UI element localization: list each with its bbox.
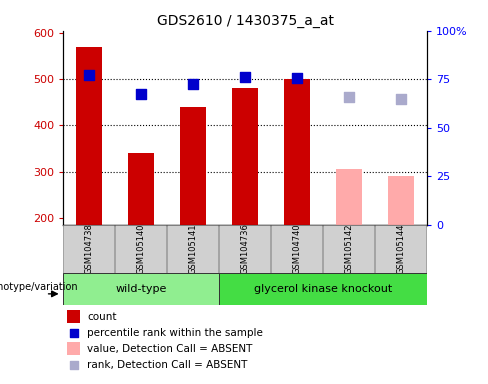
Text: wild-type: wild-type [116, 284, 167, 294]
Bar [67, 310, 80, 323]
Text: GSM105144: GSM105144 [397, 223, 406, 274]
Text: value, Detection Call = ABSENT: value, Detection Call = ABSENT [87, 344, 252, 354]
Text: genotype/variation: genotype/variation [0, 282, 78, 292]
Point [242, 74, 249, 80]
Text: count: count [87, 312, 117, 322]
Point [138, 91, 145, 97]
Bar [271, 225, 322, 273]
Point [70, 330, 78, 336]
Bar [284, 79, 310, 225]
Bar [219, 225, 270, 273]
Bar [167, 225, 218, 273]
Bar [219, 273, 427, 305]
Point [345, 94, 353, 100]
Bar [63, 273, 219, 305]
Text: GSM105142: GSM105142 [345, 223, 354, 274]
Text: GSM104738: GSM104738 [85, 223, 94, 274]
Bar [375, 225, 426, 273]
Text: GSM104740: GSM104740 [293, 223, 302, 274]
Bar [323, 225, 374, 273]
Point [85, 71, 93, 78]
Point [70, 362, 78, 368]
Text: glycerol kinase knockout: glycerol kinase knockout [254, 284, 392, 294]
Bar [128, 153, 154, 225]
Title: GDS2610 / 1430375_a_at: GDS2610 / 1430375_a_at [157, 14, 334, 28]
Point [397, 96, 405, 102]
Text: GSM105141: GSM105141 [189, 223, 198, 274]
Text: percentile rank within the sample: percentile rank within the sample [87, 328, 263, 338]
Text: GSM105140: GSM105140 [137, 223, 146, 274]
Text: GSM104736: GSM104736 [241, 223, 250, 274]
Bar [67, 342, 80, 355]
Bar [336, 169, 362, 225]
Point [293, 75, 301, 81]
Bar [77, 47, 102, 225]
Bar [232, 88, 258, 225]
Point [189, 81, 197, 87]
Bar [63, 225, 114, 273]
Text: rank, Detection Call = ABSENT: rank, Detection Call = ABSENT [87, 360, 247, 370]
Bar [115, 225, 166, 273]
Bar [180, 107, 206, 225]
Bar [388, 176, 414, 225]
